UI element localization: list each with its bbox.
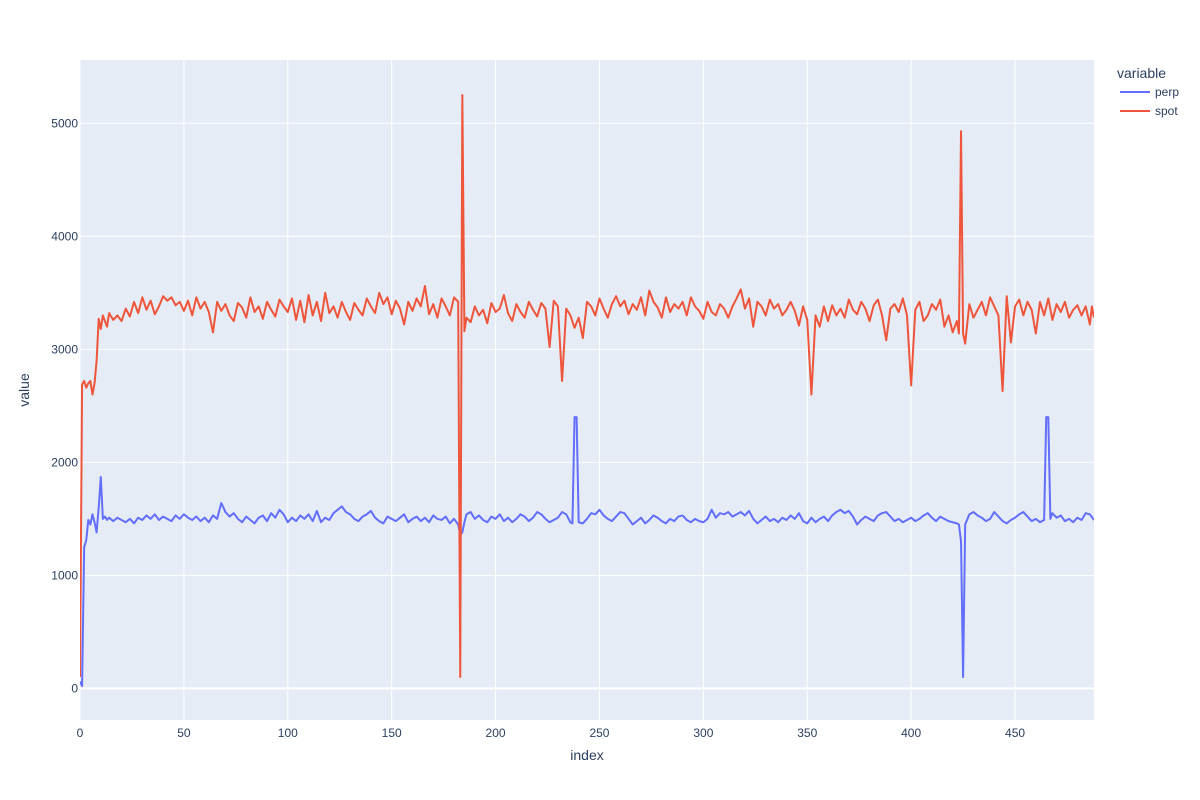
legend-item-spot[interactable]: spot: [1120, 104, 1178, 118]
x-axis-ticks: 0 50 100 150 200 250 300 350 400 450: [77, 726, 1026, 740]
series-layer: [80, 94, 1094, 688]
legend-label: perp: [1155, 85, 1179, 99]
x-tick-label: 100: [278, 726, 298, 740]
series-line-perp: [80, 416, 1094, 688]
legend[interactable]: variable perp spot: [1117, 65, 1179, 118]
legend-items[interactable]: perp spot: [1120, 85, 1179, 118]
legend-item-perp[interactable]: perp: [1120, 85, 1179, 99]
y-tick-label: 0: [71, 681, 78, 695]
y-tick-label: 4000: [51, 229, 78, 243]
y-tick-label: 5000: [51, 116, 78, 130]
x-tick-label: 50: [177, 726, 191, 740]
y-axis-title: value: [16, 373, 32, 407]
y-tick-label: 2000: [51, 455, 78, 469]
y-axis-ticks: 0 1000 2000 3000 4000 5000: [51, 116, 78, 695]
series-line-spot: [80, 94, 1094, 679]
x-tick-label: 350: [797, 726, 817, 740]
y-tick-label: 1000: [51, 568, 78, 582]
x-tick-label: 400: [901, 726, 921, 740]
x-tick-label: 300: [693, 726, 713, 740]
x-gridlines: [79, 60, 1016, 720]
plot-background: [80, 60, 1094, 720]
x-tick-label: 250: [589, 726, 609, 740]
x-tick-label: 200: [486, 726, 506, 740]
legend-title: variable: [1117, 65, 1166, 81]
x-tick-label: 150: [382, 726, 402, 740]
x-tick-label: 0: [77, 726, 84, 740]
y-tick-label: 3000: [51, 342, 78, 356]
legend-label: spot: [1155, 104, 1178, 118]
x-tick-label: 450: [1005, 726, 1025, 740]
x-axis-title: index: [570, 747, 603, 763]
y-gridlines: [80, 122, 1094, 690]
